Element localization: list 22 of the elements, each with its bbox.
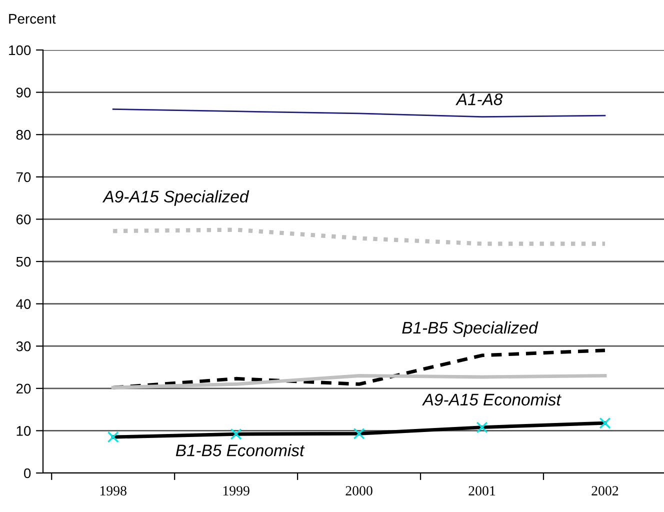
y-tick-label: 10 xyxy=(16,426,31,436)
y-tick-label: 50 xyxy=(16,256,31,267)
y-tick-label: 70 xyxy=(16,172,31,182)
y-tick-label: 30 xyxy=(16,341,31,352)
series-label: A9-A15 Specialized xyxy=(102,190,250,206)
y-tick-label: 100 xyxy=(9,45,31,56)
x-tick-label: 2001 xyxy=(468,486,496,496)
y-tick-label: 90 xyxy=(16,88,31,98)
x-tick-label: 2000 xyxy=(346,486,372,496)
x-tick-label: 2002 xyxy=(592,486,618,496)
y-tick-label: 20 xyxy=(16,384,31,394)
y-tick-label: 80 xyxy=(16,130,31,140)
y-tick-label: 0 xyxy=(24,468,31,478)
y-tick-label: 40 xyxy=(16,299,31,309)
series-label: A1-A8 xyxy=(456,93,503,106)
series-label: A9-A15 Economist xyxy=(422,393,562,406)
series-label: B1-B5 Economist xyxy=(176,444,305,456)
x-tick-label: 1999 xyxy=(223,486,250,496)
x-tick-label: 1998 xyxy=(100,486,126,496)
series-label: B1-B5 Specialized xyxy=(402,321,538,337)
y-tick-label: 60 xyxy=(16,214,31,224)
y-axis-title: Percent xyxy=(9,14,56,24)
